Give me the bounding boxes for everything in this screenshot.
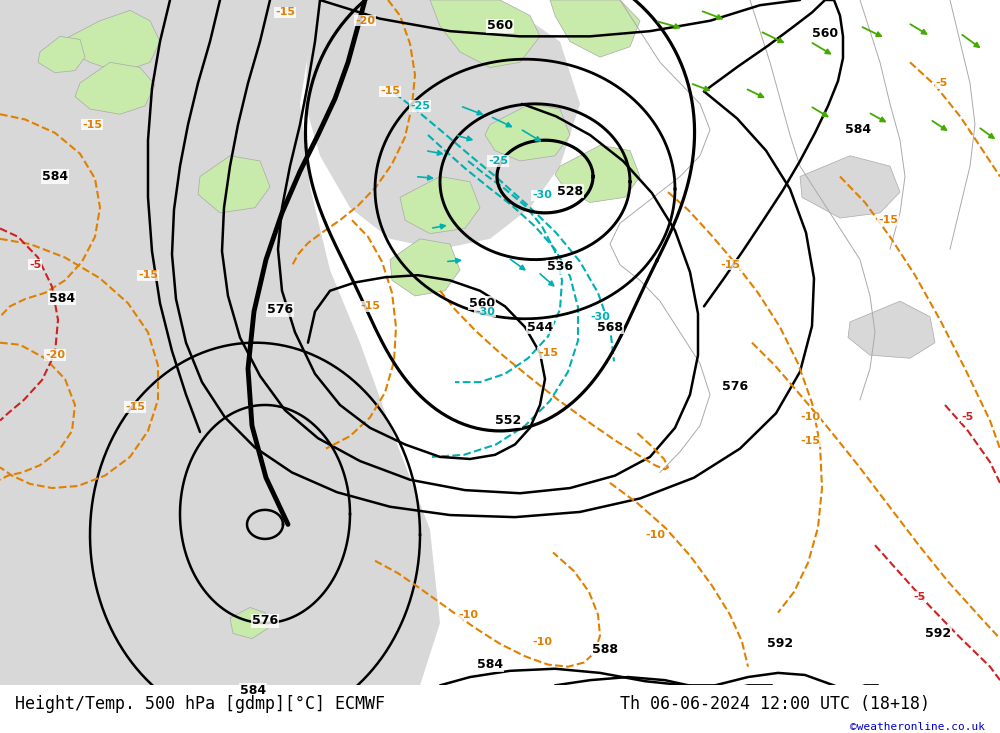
Polygon shape (305, 0, 580, 249)
Text: 576: 576 (722, 380, 748, 393)
Text: 584: 584 (240, 684, 266, 697)
Text: -15: -15 (878, 216, 898, 225)
Text: 528: 528 (557, 185, 583, 198)
Text: -15: -15 (82, 119, 102, 130)
Text: -15: -15 (800, 436, 820, 446)
Text: -15: -15 (720, 259, 740, 270)
Text: 588: 588 (592, 643, 618, 655)
Polygon shape (485, 104, 570, 161)
Text: 568: 568 (597, 320, 623, 334)
Text: -30: -30 (532, 191, 552, 200)
Polygon shape (60, 10, 160, 73)
Polygon shape (400, 177, 480, 234)
Polygon shape (800, 155, 900, 218)
Text: -10: -10 (800, 413, 820, 422)
Text: -15: -15 (538, 348, 558, 358)
Text: -15: -15 (125, 402, 145, 412)
Text: 592: 592 (925, 627, 951, 640)
Text: 584: 584 (845, 123, 871, 136)
Text: 592: 592 (767, 637, 793, 650)
Polygon shape (848, 301, 935, 358)
Polygon shape (75, 62, 155, 114)
Polygon shape (550, 0, 640, 57)
Text: ©weatheronline.co.uk: ©weatheronline.co.uk (850, 722, 985, 732)
Text: -5: -5 (936, 78, 948, 88)
Text: -5: -5 (29, 259, 41, 270)
Polygon shape (555, 145, 640, 202)
Text: 584: 584 (477, 658, 503, 671)
Polygon shape (230, 608, 268, 638)
Text: -5: -5 (962, 413, 974, 422)
Text: 544: 544 (527, 320, 553, 334)
Polygon shape (390, 239, 460, 296)
Text: 560: 560 (487, 20, 513, 32)
Text: 552: 552 (495, 414, 521, 427)
Text: -30: -30 (590, 312, 610, 322)
Text: -5: -5 (914, 592, 926, 602)
Polygon shape (430, 0, 540, 67)
Text: 576: 576 (252, 614, 278, 627)
Polygon shape (0, 0, 440, 685)
Text: 576: 576 (267, 303, 293, 316)
Text: -20: -20 (45, 350, 65, 360)
Text: -10: -10 (645, 530, 665, 539)
Text: -10: -10 (458, 610, 478, 619)
Text: Height/Temp. 500 hPa [gdmp][°C] ECMWF: Height/Temp. 500 hPa [gdmp][°C] ECMWF (15, 696, 385, 713)
Polygon shape (198, 155, 270, 213)
Text: -25: -25 (488, 156, 508, 166)
Text: Th 06-06-2024 12:00 UTC (18+18): Th 06-06-2024 12:00 UTC (18+18) (620, 696, 930, 713)
Text: 584: 584 (42, 170, 68, 183)
Text: -10: -10 (532, 637, 552, 647)
Text: -30: -30 (475, 306, 495, 317)
Text: -20: -20 (355, 16, 375, 26)
Polygon shape (38, 37, 85, 73)
Text: 536: 536 (547, 260, 573, 273)
Text: 560: 560 (469, 297, 495, 310)
Text: 584: 584 (49, 292, 75, 304)
Text: 560: 560 (812, 26, 838, 40)
Text: -25: -25 (410, 101, 430, 111)
Text: -15: -15 (380, 86, 400, 96)
Text: -15: -15 (138, 270, 158, 280)
Text: -15: -15 (275, 7, 295, 18)
Text: -15: -15 (360, 301, 380, 312)
